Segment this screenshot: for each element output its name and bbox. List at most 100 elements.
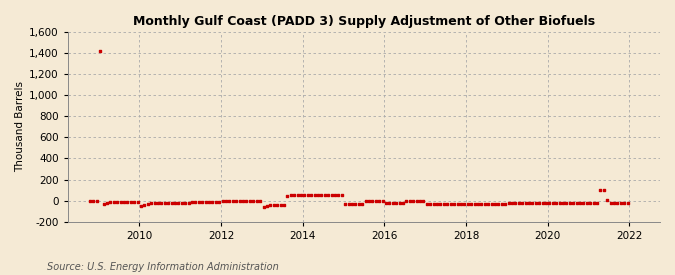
Point — [612, 200, 623, 205]
Point — [132, 199, 143, 204]
Point — [119, 199, 130, 204]
Point — [173, 200, 184, 205]
Point — [574, 200, 585, 205]
Point — [578, 200, 589, 205]
Point — [258, 205, 269, 209]
Point — [564, 200, 575, 205]
Text: Source: U.S. Energy Information Administration: Source: U.S. Energy Information Administ… — [47, 262, 279, 272]
Point — [149, 200, 160, 205]
Point — [180, 200, 190, 205]
Point — [387, 200, 398, 205]
Point — [333, 193, 344, 197]
Point — [336, 193, 347, 197]
Point — [428, 202, 439, 206]
Point — [146, 200, 157, 205]
Point — [479, 202, 490, 206]
Point — [98, 202, 109, 206]
Point — [251, 199, 262, 203]
Point — [541, 200, 551, 205]
Point — [622, 200, 633, 205]
Point — [190, 199, 201, 204]
Point — [105, 200, 115, 204]
Point — [84, 199, 95, 203]
Point — [506, 200, 517, 205]
Point — [299, 193, 310, 197]
Point — [476, 202, 487, 206]
Point — [169, 200, 180, 205]
Point — [374, 199, 385, 203]
Point — [592, 200, 603, 205]
Point — [452, 202, 463, 206]
Point — [524, 200, 535, 205]
Point — [183, 200, 194, 205]
Point — [214, 199, 225, 204]
Point — [221, 199, 232, 203]
Point — [616, 200, 626, 205]
Point — [588, 200, 599, 205]
Point — [619, 200, 630, 205]
Point — [238, 199, 248, 203]
Point — [282, 194, 293, 199]
Point — [360, 199, 371, 203]
Point — [537, 200, 548, 205]
Point — [313, 193, 323, 197]
Point — [571, 200, 582, 205]
Point — [329, 193, 340, 197]
Point — [398, 200, 408, 205]
Point — [439, 202, 450, 206]
Point — [520, 200, 531, 205]
Point — [568, 200, 578, 205]
Point — [418, 199, 429, 203]
Point — [472, 202, 483, 206]
Point — [289, 193, 300, 197]
Point — [286, 193, 296, 197]
Point — [316, 193, 327, 197]
Point — [414, 199, 425, 203]
Point — [483, 202, 493, 206]
Point — [122, 199, 133, 204]
Point — [326, 193, 337, 197]
Point — [153, 200, 163, 205]
Point — [306, 193, 317, 197]
Point — [391, 200, 402, 205]
Point — [95, 49, 105, 53]
Point — [279, 203, 290, 207]
Title: Monthly Gulf Coast (PADD 3) Supply Adjustment of Other Biofuels: Monthly Gulf Coast (PADD 3) Supply Adjus… — [133, 15, 595, 28]
Point — [197, 199, 208, 204]
Point — [462, 202, 473, 206]
Point — [602, 198, 613, 202]
Point — [159, 200, 170, 205]
Point — [486, 202, 497, 206]
Point — [292, 193, 303, 197]
Point — [340, 202, 350, 206]
Point — [544, 200, 555, 205]
Point — [408, 199, 418, 203]
Point — [163, 200, 173, 205]
Point — [381, 200, 392, 205]
Point — [551, 200, 562, 205]
Point — [354, 202, 364, 206]
Point — [531, 200, 541, 205]
Point — [384, 200, 395, 205]
Point — [558, 200, 568, 205]
Point — [421, 202, 432, 206]
Point — [527, 200, 538, 205]
Point — [194, 199, 205, 204]
Point — [139, 203, 150, 207]
Point — [377, 199, 388, 203]
Point — [142, 202, 153, 206]
Point — [112, 199, 123, 204]
Point — [371, 199, 381, 203]
Point — [446, 202, 456, 206]
Point — [309, 193, 320, 197]
Point — [404, 199, 415, 203]
Point — [227, 199, 238, 203]
Point — [91, 199, 102, 203]
Point — [129, 199, 140, 204]
Point — [115, 199, 126, 204]
Point — [456, 202, 466, 206]
Point — [200, 199, 211, 204]
Point — [296, 193, 306, 197]
Point — [136, 204, 146, 208]
Point — [609, 200, 620, 205]
